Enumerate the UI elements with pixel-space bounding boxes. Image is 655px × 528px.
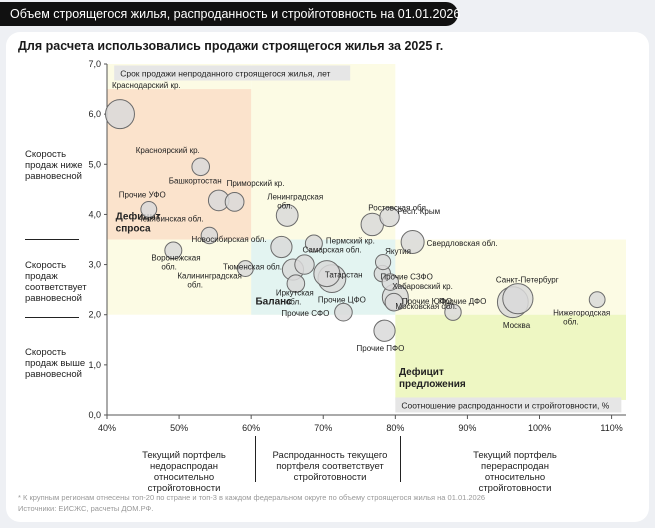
bubble-label-красноярский-кр: Красноярский кр.	[136, 146, 200, 155]
bubble-приморский-кр	[224, 191, 245, 212]
x-tick-label: 110%	[600, 423, 622, 433]
bubble-label-московская-обл: Московская обл.	[395, 302, 457, 311]
y-tick-label: 4,0	[88, 209, 101, 219]
bubble-ленинградская-обл	[275, 204, 299, 227]
bubble-label-башкортостан: Башкортостан	[169, 176, 222, 185]
bubble-label-москва: Москва	[503, 321, 531, 330]
band-top-middle	[251, 64, 396, 240]
footnote: * К крупным регионам отнесены топ-20 по …	[18, 493, 486, 502]
x-tick-label: 50%	[170, 423, 188, 433]
bubble-прочие-уфо	[140, 201, 158, 218]
bubble-санкт-петербург	[502, 283, 534, 315]
bubble-прочие-сфо	[334, 302, 353, 322]
bubble-label-респ-крым: Респ. Крым	[398, 207, 441, 216]
bubble-label-челябинская-обл: Челябинская обл.	[137, 214, 203, 223]
zone-title-deficit-demand-2: спроса	[116, 223, 151, 234]
bubble-label-пермский-кр: Пермский кр.	[326, 237, 375, 246]
zone-title-deficit-supply: Дефицит	[399, 366, 444, 378]
left-label-below: Скорость продаж ниже равновесной	[25, 149, 83, 182]
bottom-label-over: Текущий портфель перераспродан относител…	[473, 450, 557, 494]
x-axis-title-box	[395, 397, 622, 413]
bubble-свердловская-обл	[400, 230, 425, 255]
bubble-label-калининградская-обл-2: обл.	[187, 281, 203, 290]
bottom-divider-1	[255, 436, 256, 482]
bubble-якутия	[374, 253, 392, 271]
chart-subtitle: Для расчета использовались продажи строя…	[18, 39, 444, 53]
bubble-label-ленинградская-обл-2: обл.	[277, 201, 293, 210]
y-tick-label: 1,0	[88, 360, 101, 370]
bubble-label-прочие-уфо: Прочие УФО	[119, 190, 166, 199]
y-tick-label: 5,0	[88, 159, 101, 169]
bubble-label-приморский-кр: Приморский кр.	[227, 179, 285, 188]
x-tick-label: 90%	[458, 423, 476, 433]
bubble-label-свердловская-обл: Свердловская обл.	[427, 239, 498, 248]
x-tick-label: 70%	[314, 423, 332, 433]
bubble-label-ленинградская-обл: Ленинградская	[267, 192, 323, 201]
zone-title-balance: Баланс	[255, 297, 292, 308]
bubble-label-калининградская-обл: Калининградская	[177, 272, 242, 281]
bubble-label-ростовская-обл: Ростовская обл.	[368, 203, 428, 212]
bottom-label-under: Текущий портфель недораспродан относител…	[142, 450, 226, 494]
bubble-label-прочие-сзфо: Прочие СЗФО	[380, 273, 433, 282]
x-tick-label: 60%	[242, 423, 260, 433]
bubble-label-воронежская-обл-2: обл.	[161, 263, 177, 272]
left-label-equal: Скорость продаж соответствует равновесно…	[25, 260, 87, 304]
bubble-label-нижегородская-обл: Нижегородская	[553, 309, 610, 318]
bubble-label-прочие-дфо: Прочие ДФО	[439, 297, 486, 306]
bubble-прочие-дфо	[444, 303, 462, 321]
y-tick-label: 0,0	[88, 410, 101, 420]
bubble-label-иркутская-обл: Иркутская	[276, 289, 314, 298]
zone-deficit-supply	[395, 314, 626, 400]
bubble-label-санкт-петербург: Санкт-Петербург	[496, 276, 559, 285]
left-label-above: Скорость продаж выше равновесной	[25, 347, 86, 380]
source-note: Источники: ЕИСЖС, расчеты ДОМ.РФ.	[18, 504, 154, 513]
bubble-прочие-юфо	[384, 292, 404, 312]
y-tick-label: 6,0	[88, 109, 101, 119]
x-tick-label: 40%	[98, 423, 116, 433]
bubble-воронежская-обл	[164, 241, 183, 260]
bubble-новосибирская-обл	[270, 235, 293, 259]
bubble-респ-крым	[379, 206, 400, 228]
bubble-иркутская-обл	[286, 274, 306, 293]
bottom-label-balanced: Распроданность текущего портфеля соответ…	[272, 450, 388, 483]
bubble-label-якутия: Якутия	[385, 247, 411, 256]
bubble-label-тюменская-обл: Тюменская обл.	[223, 263, 282, 272]
bubble-label-краснодарский-кр: Краснодарский кр.	[112, 81, 181, 90]
x-tick-label: 100%	[528, 423, 551, 433]
bubble-label-прочие-пфо: Прочие ПФО	[357, 344, 405, 353]
bubble-label-прочие-юфо: Прочие ЮФО	[402, 297, 452, 306]
y-tick-label: 2,0	[88, 310, 101, 320]
bubble-самарская-обл	[294, 254, 315, 275]
bubble-краснодарский-кр	[104, 99, 135, 130]
bubble-label-хабаровский-кр: Хабаровский кр.	[392, 282, 453, 291]
y-axis-title-box	[114, 65, 351, 81]
x-axis-title: Соотношение распроданности и стройготовн…	[401, 400, 609, 410]
bubble-калининградская-обл	[237, 260, 254, 277]
left-divider-2	[25, 317, 79, 318]
bubble-татарстан	[313, 260, 341, 288]
bubble-челябинская-обл	[200, 226, 219, 245]
zone-title-deficit-supply-2: предложения	[399, 379, 466, 390]
bubble-label-иркутская-обл-2: обл.	[286, 298, 302, 307]
y-axis-title: Срок продажи непроданного строящегося жи…	[120, 69, 330, 79]
bubble-label-нижегородская-обл-2: обл.	[563, 318, 579, 327]
bubble-нижегородская-обл	[588, 291, 606, 309]
bottom-divider-2	[400, 436, 401, 482]
bubble-label-татарстан: Татарстан	[325, 271, 363, 280]
bubble-label-прочие-цфо: Прочие ЦФО	[318, 296, 366, 305]
bubble-пермский-кр	[304, 234, 323, 253]
bubble-label-самарская-обл: Самарская обл.	[303, 246, 362, 255]
x-tick-label: 80%	[386, 423, 404, 433]
bubble-label-прочие-сфо: Прочие СФО	[281, 309, 329, 318]
bubble-label-воронежская-обл: Воронежская	[151, 254, 200, 263]
bubble-красноярский-кр	[191, 157, 211, 177]
left-divider-1	[25, 239, 79, 240]
bubble-label-новосибирская-обл: Новосибирская обл.	[191, 235, 266, 244]
bubble-хабаровский-кр	[381, 273, 399, 291]
page-title: Объем строящегося жилья, распроданность …	[0, 2, 460, 26]
y-tick-label: 7,0	[88, 59, 101, 69]
y-tick-label: 3,0	[88, 260, 101, 270]
bubble-прочие-пфо	[373, 319, 396, 342]
